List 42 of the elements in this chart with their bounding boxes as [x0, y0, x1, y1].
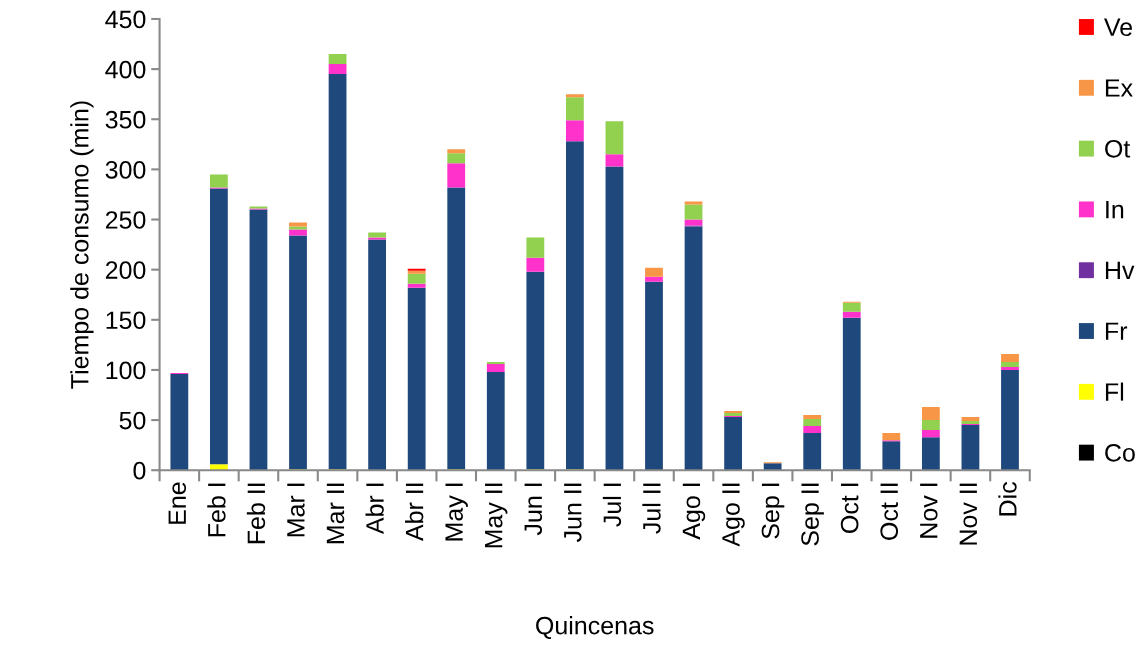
- legend-label: Ex: [1105, 79, 1133, 97]
- y-tick-label: 100: [106, 361, 146, 380]
- x-tick-label: Nov I: [920, 483, 938, 538]
- x-tick-label: Ago II: [722, 483, 745, 547]
- legend-label: In: [1106, 201, 1124, 219]
- x-tick-label: Dic: [998, 482, 1017, 516]
- legend-label: Hv: [1105, 261, 1135, 280]
- x-tick-label: Jun I: [524, 483, 543, 536]
- x-tick-label: Jun II: [564, 483, 582, 543]
- x-tick-label: Oct I: [840, 483, 859, 533]
- y-tick-label: 0: [133, 461, 146, 480]
- x-tick-label: May II: [485, 483, 508, 548]
- x-tick-label: Sep I: [761, 483, 785, 539]
- x-tick-label: Mar II: [326, 483, 345, 544]
- x-axis-title: Quincenas: [536, 616, 654, 639]
- y-tick-label: 350: [105, 110, 146, 129]
- x-tick-label: Ago I: [682, 483, 706, 540]
- x-tick-label: May I: [445, 483, 468, 541]
- y-tick-label: 200: [105, 261, 146, 279]
- x-tick-label: Oct II: [880, 483, 899, 540]
- y-tick-label: 300: [105, 160, 146, 179]
- y-tick-label: 400: [105, 60, 146, 79]
- x-tick-label: Sep II: [801, 483, 824, 546]
- x-tick-label: Feb I: [207, 483, 226, 537]
- legend-label: Fl: [1105, 382, 1124, 401]
- x-tick-label: Ene: [168, 482, 187, 524]
- y-tick-label: 150: [106, 311, 146, 330]
- x-tick-label: Jul I: [602, 483, 622, 527]
- legend-label: Ve: [1104, 18, 1133, 37]
- legend-label: Ot: [1105, 139, 1131, 158]
- y-tick-label: 250: [105, 211, 146, 229]
- x-tick-label: Abr I: [365, 483, 384, 535]
- y-axis-title: Tiempo de consumo (min): [70, 101, 94, 389]
- y-tick-label: 50: [119, 411, 146, 430]
- x-tick-label: Nov II: [959, 483, 978, 545]
- legend-label: Fr: [1105, 322, 1128, 340]
- x-tick-label: Mar I: [287, 483, 305, 537]
- legend-label: Co: [1105, 443, 1135, 462]
- x-tick-label: Jul II: [642, 483, 661, 534]
- x-tick-label: Abr II: [405, 483, 424, 542]
- y-tick-label: 450: [105, 10, 146, 29]
- x-tick-label: Feb II: [246, 483, 266, 544]
